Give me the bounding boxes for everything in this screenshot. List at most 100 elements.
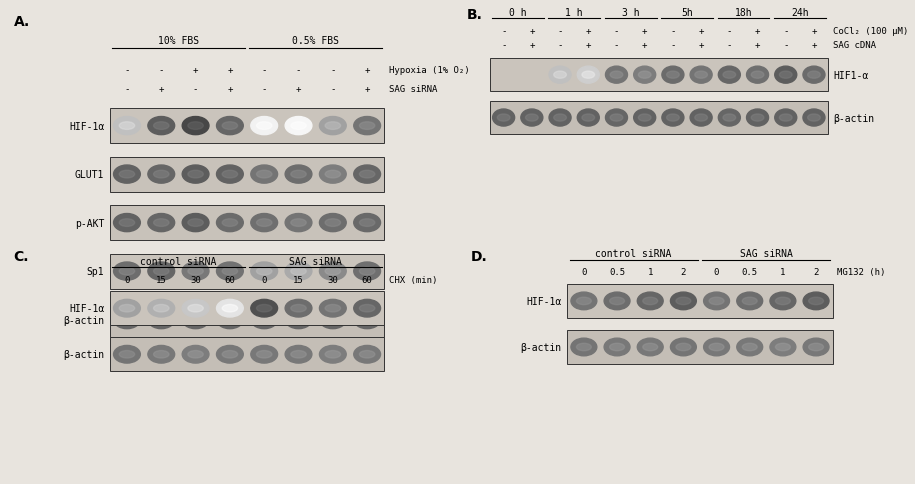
Ellipse shape [604,338,630,356]
Ellipse shape [662,67,684,84]
Ellipse shape [723,72,736,79]
Text: -: - [557,27,563,36]
Bar [490,59,828,92]
Ellipse shape [676,344,691,351]
Ellipse shape [285,117,312,136]
Text: β-actin: β-actin [63,315,104,325]
Text: -: - [670,27,675,36]
Ellipse shape [285,311,312,329]
Text: HIF-1α: HIF-1α [69,121,104,131]
Ellipse shape [577,110,599,127]
Ellipse shape [775,344,791,351]
Text: HIF-1α: HIF-1α [69,303,104,314]
Ellipse shape [113,300,140,318]
Ellipse shape [751,72,764,79]
Text: -: - [557,41,563,50]
Ellipse shape [256,351,272,358]
Ellipse shape [354,262,381,281]
Text: HIF1-α: HIF1-α [834,71,869,80]
Ellipse shape [604,292,630,310]
Text: -: - [330,66,336,75]
Ellipse shape [549,67,571,84]
Ellipse shape [637,292,663,310]
Ellipse shape [662,110,684,127]
Ellipse shape [582,115,595,122]
Ellipse shape [251,262,277,281]
Text: 24h: 24h [791,8,809,17]
Ellipse shape [780,72,792,79]
Text: 0: 0 [262,275,267,284]
Ellipse shape [291,351,307,358]
Text: Sp1: Sp1 [87,267,104,276]
Text: 10% FBS: 10% FBS [158,36,199,46]
Text: 0.5% FBS: 0.5% FBS [292,36,339,46]
Text: -: - [124,85,130,94]
Text: control siRNA: control siRNA [140,256,217,266]
Ellipse shape [354,166,381,184]
Ellipse shape [780,115,792,122]
Ellipse shape [325,268,340,275]
Ellipse shape [690,67,712,84]
Text: 0.5: 0.5 [609,268,625,277]
Ellipse shape [694,72,707,79]
Ellipse shape [718,67,740,84]
Text: 1: 1 [648,268,653,277]
Ellipse shape [119,219,135,227]
Text: -: - [501,27,506,36]
Ellipse shape [188,219,203,227]
Text: CHX (min): CHX (min) [389,275,437,284]
Ellipse shape [639,72,651,79]
Ellipse shape [571,292,597,310]
Text: GLUT1: GLUT1 [75,170,104,180]
Ellipse shape [360,351,375,358]
Ellipse shape [325,171,340,179]
Ellipse shape [217,262,243,281]
Ellipse shape [148,262,175,281]
Ellipse shape [775,110,797,127]
Ellipse shape [609,298,625,305]
Text: SAG cDNA: SAG cDNA [833,41,876,50]
Ellipse shape [217,117,243,136]
Text: -: - [783,27,789,36]
Ellipse shape [222,219,238,227]
Ellipse shape [747,110,769,127]
Ellipse shape [222,305,238,312]
Ellipse shape [354,346,381,363]
Ellipse shape [666,115,679,122]
Ellipse shape [690,110,712,127]
Ellipse shape [113,117,140,136]
Ellipse shape [291,171,307,179]
Ellipse shape [497,115,510,122]
Ellipse shape [803,110,825,127]
Text: 5h: 5h [681,8,693,17]
Ellipse shape [770,292,796,310]
Ellipse shape [723,115,736,122]
Text: -: - [614,27,619,36]
Ellipse shape [803,338,829,356]
Text: 0.5: 0.5 [742,268,758,277]
Text: 3 h: 3 h [622,8,640,17]
Ellipse shape [582,72,595,79]
Ellipse shape [610,115,623,122]
Ellipse shape [671,292,696,310]
Text: -: - [614,41,619,50]
Ellipse shape [217,214,243,232]
Bar [110,254,384,289]
Text: +: + [193,66,199,75]
Text: +: + [296,85,301,94]
Ellipse shape [188,171,203,179]
Ellipse shape [360,268,375,275]
Ellipse shape [637,338,663,356]
Ellipse shape [251,346,277,363]
Ellipse shape [549,110,571,127]
Ellipse shape [222,122,238,130]
Ellipse shape [319,262,346,281]
Ellipse shape [119,316,135,324]
Text: +: + [529,41,534,50]
Ellipse shape [360,171,375,179]
Text: control siRNA: control siRNA [596,249,672,259]
Ellipse shape [154,351,169,358]
Ellipse shape [182,300,209,318]
Ellipse shape [671,338,696,356]
Text: +: + [227,85,232,94]
